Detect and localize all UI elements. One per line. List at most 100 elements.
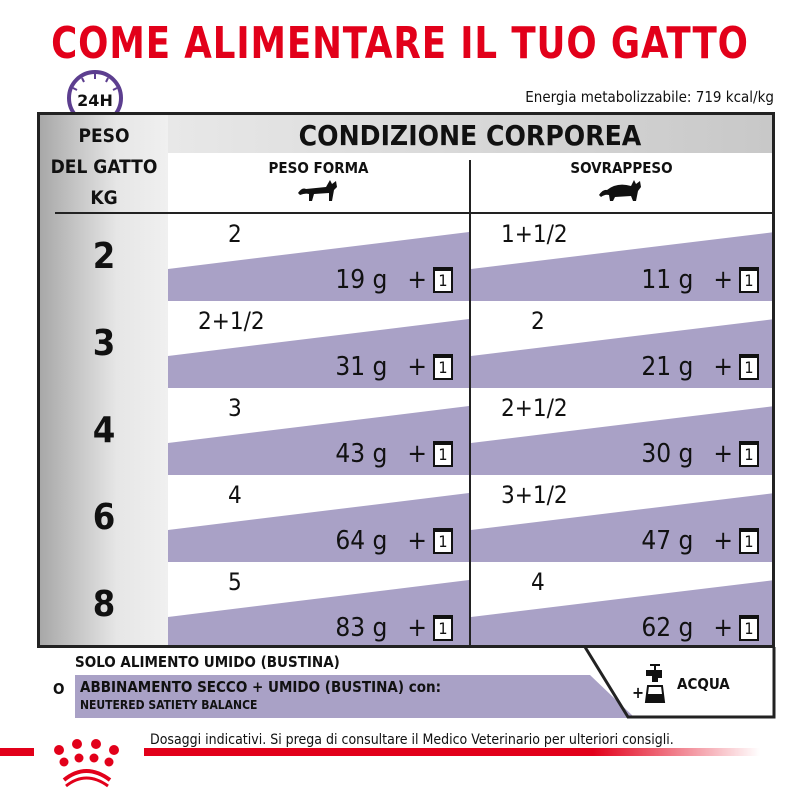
dose-amount: 64 g +1 xyxy=(335,526,453,556)
pouch-icon: 1 xyxy=(739,441,759,467)
pouch-icon: 1 xyxy=(433,615,453,641)
or-label: O xyxy=(53,680,65,698)
dose-wedge xyxy=(168,493,469,562)
dose-amount: 19 g +1 xyxy=(335,265,453,295)
pouch-icon: 1 xyxy=(433,267,453,293)
feeding-table: PESO DEL GATTO KG CONDIZIONE CORPOREA PE… xyxy=(37,112,775,648)
grams-value: 21 g xyxy=(641,352,694,382)
svg-text:24H: 24H xyxy=(77,91,113,110)
dose-wedge xyxy=(471,580,772,645)
grams-value: 47 g xyxy=(641,526,694,556)
plus-sign: + xyxy=(407,265,427,295)
mixed-band xyxy=(75,675,635,718)
meals-per-day: 3+1/2 xyxy=(501,481,568,509)
meals-per-day: 5 xyxy=(228,568,242,596)
wet-only-label: SOLO ALIMENTO UMIDO (BUSTINA) xyxy=(75,653,340,671)
cat-weight: 8 xyxy=(92,584,116,625)
pouch-icon: 1 xyxy=(739,354,759,380)
column-peso-forma: PESO FORMA xyxy=(168,159,469,207)
dose-cell-forma: 2+1/2 31 g +1 xyxy=(168,301,469,388)
cat-weight: 4 xyxy=(92,410,116,451)
grams-value: 19 g xyxy=(335,265,388,295)
column-sovrappeso: SOVRAPPESO xyxy=(471,159,772,207)
mixed-feeding-label: ABBINAMENTO SECCO + UMIDO (BUSTINA) con: xyxy=(80,678,442,696)
plus-sign: + xyxy=(713,439,733,469)
meals-per-day: 2 xyxy=(228,220,242,248)
water-box xyxy=(583,646,776,719)
plus-sign: + xyxy=(407,526,427,556)
dose-wedge xyxy=(168,232,469,301)
dose-cell-forma: 4 64 g +1 xyxy=(168,475,469,562)
grams-value: 31 g xyxy=(335,352,388,382)
dose-amount: 11 g +1 xyxy=(641,265,759,295)
energy-label: Energia metabolizzabile: 719 kcal/kg xyxy=(525,88,774,106)
plus-sign: + xyxy=(407,352,427,382)
water-plus: + xyxy=(632,683,645,702)
dose-cell-sovra: 1+1/2 11 g +1 xyxy=(471,214,772,301)
grams-value: 43 g xyxy=(335,439,388,469)
column-label: PESO FORMA xyxy=(268,159,369,177)
meals-per-day: 1+1/2 xyxy=(501,220,568,248)
clock-24h-icon: 24H xyxy=(67,70,123,118)
water-tap-icon xyxy=(644,664,666,703)
header-band xyxy=(168,115,772,153)
pouch-icon: 1 xyxy=(433,354,453,380)
dose-wedge xyxy=(471,319,772,388)
dose-cell-sovra: 2 21 g +1 xyxy=(471,301,772,388)
meals-per-day: 2 xyxy=(531,307,545,335)
dose-amount: 31 g +1 xyxy=(335,352,453,382)
dose-wedge xyxy=(168,319,469,388)
meals-per-day: 2+1/2 xyxy=(501,394,568,422)
disclaimer: Dosaggi indicativi. Si prega di consulta… xyxy=(150,732,674,748)
brand-red-line xyxy=(0,748,760,756)
weight-column xyxy=(40,115,168,645)
cat-weight: 6 xyxy=(92,497,116,538)
dose-cell-sovra: 3+1/2 47 g +1 xyxy=(471,475,772,562)
dose-amount: 43 g +1 xyxy=(335,439,453,469)
grams-value: 30 g xyxy=(641,439,694,469)
pouch-icon: 1 xyxy=(433,528,453,554)
header-divider xyxy=(55,212,772,214)
plus-sign: + xyxy=(713,352,733,382)
column-label: SOVRAPPESO xyxy=(570,159,673,177)
royal-canin-logo xyxy=(34,732,144,792)
plus-sign: + xyxy=(407,439,427,469)
meals-per-day: 3 xyxy=(228,394,242,422)
plus-sign: + xyxy=(713,265,733,295)
water-label: ACQUA xyxy=(677,675,730,693)
dose-amount: 83 g +1 xyxy=(335,613,453,643)
dose-cell-forma: 2 19 g +1 xyxy=(168,214,469,301)
grams-value: 64 g xyxy=(335,526,388,556)
pouch-icon: 1 xyxy=(739,267,759,293)
dose-cell-sovra: 2+1/2 30 g +1 xyxy=(471,388,772,475)
pouch-icon: 1 xyxy=(433,441,453,467)
dose-wedge xyxy=(168,406,469,475)
dose-amount: 21 g +1 xyxy=(641,352,759,382)
weight-header-line: DEL GATTO xyxy=(50,156,158,178)
dose-wedge xyxy=(471,493,772,562)
dose-amount: 62 g +1 xyxy=(641,613,759,643)
dose-amount: 30 g +1 xyxy=(641,439,759,469)
grams-value: 83 g xyxy=(335,613,388,643)
grams-value: 11 g xyxy=(641,265,694,295)
weight-header: PESO DEL GATTO KG xyxy=(40,121,168,214)
dose-amount: 47 g +1 xyxy=(641,526,759,556)
plus-sign: + xyxy=(407,613,427,643)
product-name: NEUTERED SATIETY BALANCE xyxy=(80,698,258,712)
pouch-icon: 1 xyxy=(739,615,759,641)
cat-weight: 3 xyxy=(92,323,116,364)
pouch-icon: 1 xyxy=(739,528,759,554)
dose-wedge xyxy=(471,406,772,475)
cat-overweight-icon xyxy=(598,180,641,201)
dose-cell-sovra: 4 62 g +1 xyxy=(471,562,772,645)
cat-weight: 2 xyxy=(92,236,116,277)
cat-normal-icon xyxy=(297,180,337,201)
column-divider xyxy=(469,160,471,645)
plus-sign: + xyxy=(713,526,733,556)
dose-wedge xyxy=(471,232,772,301)
dose-cell-forma: 5 83 g +1 xyxy=(168,562,469,645)
dose-cell-forma: 3 43 g +1 xyxy=(168,388,469,475)
condition-header: CONDIZIONE CORPOREA xyxy=(298,119,642,152)
dose-wedge xyxy=(168,580,469,645)
grams-value: 62 g xyxy=(641,613,694,643)
